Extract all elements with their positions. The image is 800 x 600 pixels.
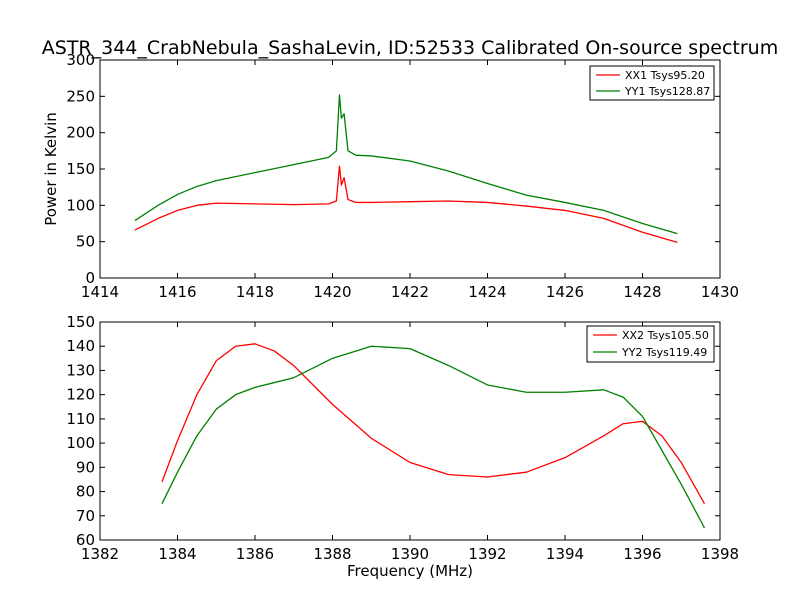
- top-y-ticks: 0 50 100 150 200 250 300: [66, 51, 720, 287]
- top-x-tick-label: 1424: [468, 283, 506, 301]
- bottom-x-tick-label: 1396: [623, 545, 661, 563]
- bottom-x-tick-label: 1384: [158, 545, 196, 563]
- top-y-tick-label: 200: [66, 124, 95, 142]
- bottom-plot-lines: [161, 343, 706, 529]
- bottom-x-axis-label: Frequency (MHz): [347, 562, 473, 580]
- top-legend-label-2: YY1 Tsys128.87: [624, 85, 710, 98]
- top-legend-box: [589, 65, 715, 101]
- top-x-tick-label: 1428: [623, 283, 661, 301]
- top-x-tick-label: 1420: [313, 283, 351, 301]
- top-series-line-2: [134, 94, 678, 235]
- bottom-y-tick-label: 100: [66, 434, 95, 452]
- bottom-y-tick-label: 120: [66, 386, 95, 404]
- top-y-tick-label: 100: [66, 196, 95, 214]
- top-y-tick-label: 150: [66, 160, 95, 178]
- top-series-line-1: [134, 165, 678, 244]
- bottom-y-tick-label: 130: [66, 361, 95, 379]
- top-x-tick-label: 1426: [546, 283, 584, 301]
- chart-title: ASTR_344_CrabNebula_SashaLevin, ID:52533…: [42, 37, 778, 59]
- top-y-tick-label: 0: [85, 269, 95, 287]
- bottom-x-tick-label: 1392: [468, 545, 506, 563]
- bottom-chart: 1382 1384 1386 1388 1390 1392 1394 1396 1398 60 7…: [66, 313, 739, 580]
- bottom-legend-label-1: XX2 Tsys105.50: [622, 329, 709, 342]
- bottom-y-tick-label: 150: [66, 313, 95, 331]
- top-x-tick-label: 1430: [701, 283, 739, 301]
- bottom-x-tick-label: 1386: [236, 545, 274, 563]
- bottom-legend: XX2 Tsys105.50 YY2 Tsys119.49: [586, 325, 715, 363]
- bottom-x-tick-label: 1388: [313, 545, 351, 563]
- bottom-y-tick-label: 140: [66, 337, 95, 355]
- top-x-ticks: 1414 1416 1418 1420 1422 1424 1426 1428 1430: [81, 60, 739, 301]
- bottom-x-tick-label: 1390: [391, 545, 429, 563]
- bottom-x-tick-label: 1382: [81, 545, 119, 563]
- top-y-tick-label: 300: [66, 51, 95, 69]
- top-y-tick-label: 50: [76, 233, 95, 251]
- top-x-tick-label: 1416: [158, 283, 196, 301]
- bottom-y-tick-label: 70: [76, 507, 95, 525]
- bottom-legend-box: [586, 325, 715, 363]
- top-y-tick-label: 250: [66, 87, 95, 105]
- top-legend-label-1: XX1 Tsys95.20: [625, 69, 705, 82]
- bottom-y-ticks: 60 70 80 90 100 110 120 130 140 150: [66, 313, 720, 549]
- top-x-tick-label: 1422: [391, 283, 429, 301]
- top-legend: XX1 Tsys95.20 YY1 Tsys128.87: [589, 65, 715, 101]
- bottom-series-line-1: [161, 343, 706, 504]
- top-chart: ASTR_344_CrabNebula_SashaLevin, ID:52533…: [42, 37, 778, 301]
- top-plot-lines: [134, 94, 678, 244]
- top-x-tick-label: 1414: [81, 283, 119, 301]
- bottom-x-ticks: 1382 1384 1386 1388 1390 1392 1394 1396 1398: [81, 322, 739, 563]
- bottom-y-tick-label: 90: [76, 458, 95, 476]
- bottom-series-line-2: [161, 345, 706, 529]
- bottom-x-tick-label: 1394: [546, 545, 584, 563]
- top-x-tick-label: 1418: [236, 283, 274, 301]
- bottom-y-tick-label: 110: [66, 410, 95, 428]
- bottom-legend-label-2: YY2 Tsys119.49: [621, 346, 707, 359]
- top-y-axis-label: Power in Kelvin: [42, 112, 60, 226]
- bottom-x-tick-label: 1398: [701, 545, 739, 563]
- bottom-y-tick-label: 80: [76, 483, 95, 501]
- bottom-y-tick-label: 60: [76, 531, 95, 549]
